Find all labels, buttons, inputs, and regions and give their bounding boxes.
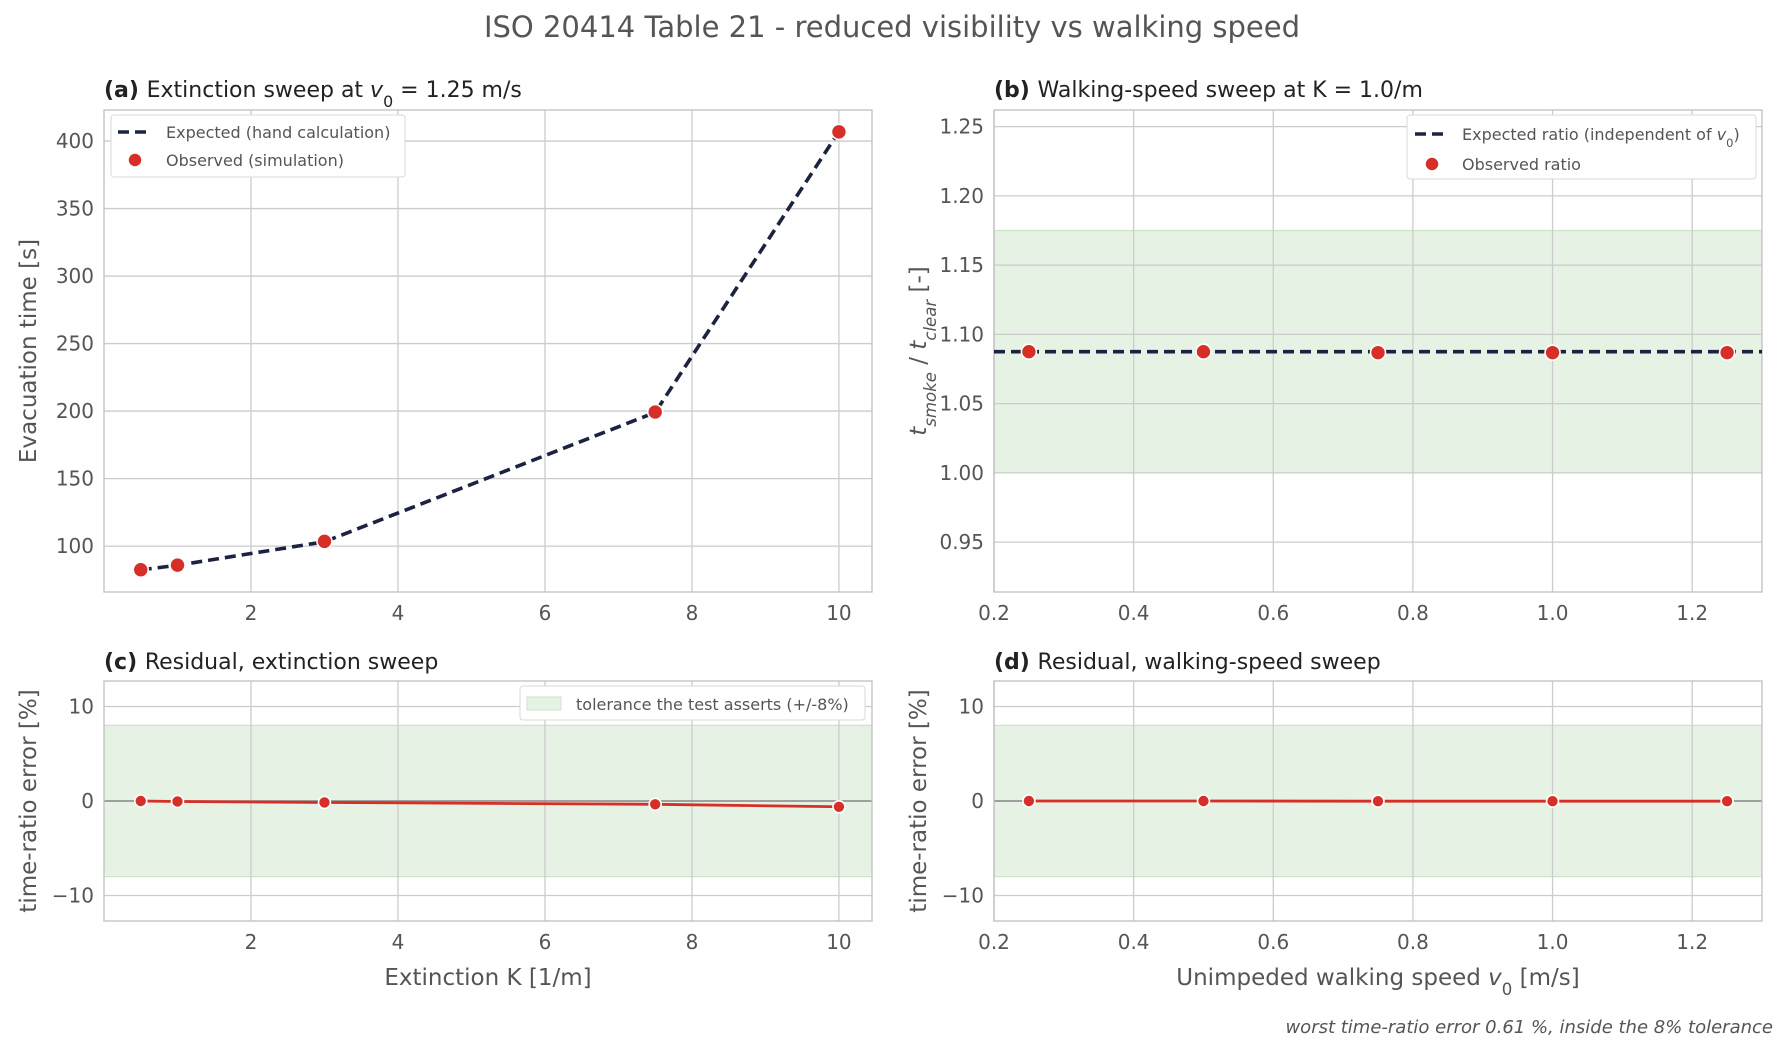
legend-label: Observed (simulation) (166, 151, 344, 170)
y-tick-label: 1.20 (939, 184, 984, 208)
y-axis-label: tsmoke / tclear [-] (906, 266, 940, 435)
x-axis-label: Extinction K [1/m] (384, 965, 591, 991)
y-tick-label: 0 (81, 789, 94, 813)
panel-title: (b) Walking-speed sweep at K = 1.0/m (994, 78, 1423, 103)
y-axis-label: Evacuation time [s] (16, 239, 42, 463)
legend-frame (519, 685, 866, 721)
x-tick-label: 10 (826, 930, 851, 954)
x-tick-label: 1.0 (1537, 930, 1569, 954)
x-tick-label: 0.2 (978, 601, 1010, 625)
y-axis-label: time-ratio error [%] (16, 689, 42, 912)
residual-point (1371, 794, 1385, 808)
y-tick-label: 1.00 (939, 461, 984, 485)
x-tick-label: 10 (826, 601, 851, 625)
residual-point (832, 799, 846, 814)
x-tick-label: 6 (539, 930, 552, 954)
panel-title: (a) Extinction sweep at v0 = 1.25 m/s (104, 78, 522, 111)
panel-c: 2 4 6 8 10 −10 0 10 (c) Residual, extinction swe… (16, 650, 873, 991)
x-tick-label: 0.4 (1118, 601, 1150, 625)
y-tick-label: 250 (56, 332, 94, 356)
residual-point (1545, 794, 1560, 808)
x-tick-label: 0.6 (1257, 601, 1289, 625)
x-tick-label: 6 (539, 601, 552, 625)
observed-point (1195, 343, 1212, 360)
y-tick-label: 200 (56, 399, 94, 423)
residual-point (648, 797, 662, 812)
x-tick-label: 0.4 (1118, 930, 1150, 954)
y-tick-label: 10 (69, 695, 94, 719)
y-tick-label: 300 (56, 264, 94, 288)
y-tick-label: 1.10 (939, 322, 984, 346)
observed-point (316, 533, 333, 550)
legend-marker-swatch (1424, 156, 1440, 172)
observed-point (1718, 344, 1736, 361)
y-tick-label: 150 (56, 467, 94, 491)
panel-title: (c) Residual, extinction sweep (104, 650, 438, 675)
x-tick-label: 0.8 (1397, 930, 1429, 954)
legend-label: Expected (hand calculation) (166, 123, 390, 142)
y-tick-label: 350 (56, 197, 94, 221)
x-tick-label: 0.6 (1257, 930, 1289, 954)
legend: tolerance the test asserts (+/-8%) (519, 685, 866, 721)
x-tick-label: 0.8 (1397, 601, 1429, 625)
legend-frame (1406, 114, 1757, 180)
y-tick-label: 0.95 (939, 530, 984, 554)
plot-frame (993, 680, 1763, 922)
observed-point (1544, 344, 1561, 361)
observed-point (646, 403, 664, 421)
panel-d: 0.2 0.4 0.6 0.8 1.0 1.2 −10 0 10 (d) Residual, wa… (906, 650, 1763, 999)
x-tick-label: 1.2 (1676, 930, 1708, 954)
x-tick-label: 2 (245, 930, 258, 954)
legend: Expected ratio (independent of v0) Observ… (1406, 114, 1757, 180)
observed-point (169, 556, 186, 574)
residual-point (1720, 794, 1734, 808)
observed-point (1020, 343, 1038, 360)
y-tick-label: 100 (56, 534, 94, 558)
x-tick-label: 1.0 (1537, 601, 1569, 625)
observed-point (830, 123, 848, 141)
y-tick-label: 10 (959, 695, 984, 719)
residual-point (317, 795, 332, 810)
legend-frame (110, 114, 406, 178)
legend-marker-swatch (127, 152, 143, 168)
plot-frame (103, 109, 873, 593)
legend: Expected (hand calculation) Observed (sim… (110, 114, 406, 178)
x-tick-label: 8 (686, 601, 699, 625)
legend-band-swatch (526, 696, 562, 711)
residual-point (1196, 794, 1211, 808)
y-axis-label: time-ratio error [%] (906, 689, 932, 912)
y-tick-label: 1.25 (939, 115, 984, 139)
x-tick-label: 2 (245, 601, 258, 625)
x-tick-label: 4 (392, 930, 405, 954)
y-tick-label: 1.05 (939, 392, 984, 416)
residual-point (170, 794, 185, 809)
observed-point (132, 561, 150, 579)
figure-title: ISO 20414 Table 21 - reduced visibility … (484, 10, 1300, 44)
residual-point (133, 794, 148, 808)
y-tick-label: −10 (52, 883, 94, 907)
panel-b: 0.2 0.4 0.6 0.8 1.0 1.2 0.95 1.00 1.05 1.10 1.15 1.… (906, 78, 1763, 625)
legend-label: tolerance the test asserts (+/-8%) (576, 695, 849, 714)
x-tick-label: 8 (686, 930, 699, 954)
x-axis-label: Unimpeded walking speed v0 [m/s] (1176, 965, 1579, 999)
legend-label: Expected ratio (independent of v0) (1462, 125, 1740, 150)
y-tick-label: −10 (942, 883, 984, 907)
panel-a: 2 4 6 8 10 100 150 200 250 300 350 400 (a) Extinctio… (16, 78, 873, 625)
expected-line (140, 130, 841, 572)
observed-point (1369, 344, 1387, 361)
panel-title: (d) Residual, walking-speed sweep (994, 650, 1381, 675)
y-tick-label: 0 (971, 789, 984, 813)
x-tick-label: 0.2 (978, 930, 1010, 954)
footnote: worst time-ratio error 0.61 %, inside th… (1285, 1017, 1773, 1038)
x-tick-label: 4 (392, 601, 405, 625)
y-tick-label: 1.15 (939, 253, 984, 277)
plot-frame (103, 680, 873, 922)
x-tick-label: 1.2 (1676, 601, 1708, 625)
y-tick-label: 400 (56, 129, 94, 153)
residual-point (1022, 794, 1036, 808)
legend-label: Observed ratio (1462, 155, 1581, 174)
